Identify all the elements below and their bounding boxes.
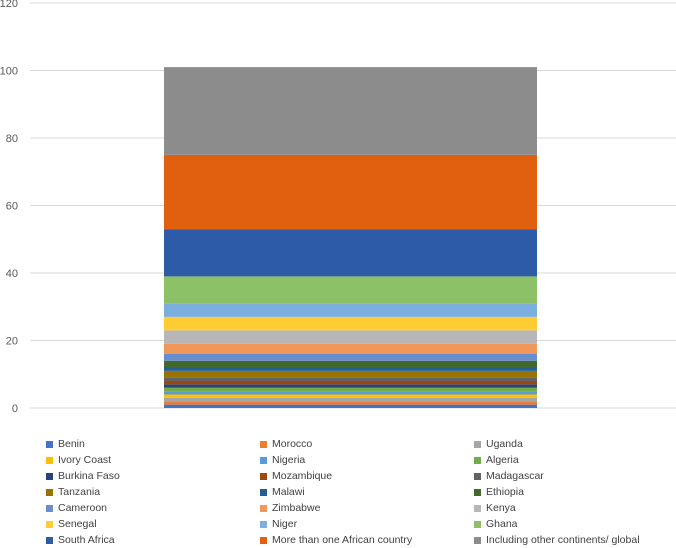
- y-tick-label: 120: [0, 0, 18, 10]
- legend-swatch: [46, 440, 53, 448]
- bar-segment-malawi: [164, 367, 537, 371]
- legend-item: South Africa: [46, 532, 260, 548]
- legend-label: Algeria: [486, 454, 519, 466]
- legend-item: Ivory Coast: [46, 452, 260, 468]
- bar-segment-uganda: [164, 397, 537, 402]
- legend-swatch: [260, 520, 267, 528]
- legend-item: Algeria: [474, 452, 674, 468]
- legend-item: Morocco: [260, 436, 474, 452]
- legend-label: Malawi: [272, 486, 305, 498]
- bar-segment-morocco: [164, 401, 537, 405]
- bar-segment-niger: [164, 303, 537, 317]
- legend-item: Uganda: [474, 436, 674, 452]
- y-tick-label: 40: [6, 268, 18, 280]
- legend-item: Niger: [260, 516, 474, 532]
- legend-item: More than one African country: [260, 532, 474, 548]
- legend-label: Benin: [58, 438, 85, 450]
- legend-label: Burkina Faso: [58, 470, 120, 482]
- stacked-bar: [164, 67, 537, 408]
- legend-swatch: [46, 520, 53, 528]
- legend-item: Benin: [46, 436, 260, 452]
- legend-label: Zimbabwe: [272, 502, 321, 514]
- legend-label: Mozambique: [272, 470, 333, 482]
- bar-segment-senegal: [164, 316, 537, 331]
- bar-segment-madagascar: [164, 377, 537, 381]
- y-tick-label: 0: [12, 403, 18, 415]
- bar-segment-ghana: [164, 276, 537, 304]
- legend-swatch: [474, 488, 481, 496]
- bar-segment-mozambique: [164, 381, 537, 385]
- legend-swatch: [474, 536, 481, 544]
- legend-label: Kenya: [486, 502, 516, 514]
- legend-item: Malawi: [260, 484, 474, 500]
- legend-item: Burkina Faso: [46, 468, 260, 484]
- y-tick-label: 20: [6, 336, 18, 348]
- bar-segment-algeria: [164, 387, 537, 392]
- legend-item: Nigeria: [260, 452, 474, 468]
- legend-label: Including other continents/ global: [486, 534, 640, 546]
- legend-swatch: [260, 504, 267, 512]
- bar-segment-kenya: [164, 330, 537, 344]
- bar-segment-ivory-coast: [164, 394, 537, 398]
- legend-swatch: [474, 440, 481, 448]
- bar-segment-zimbabwe: [164, 343, 537, 354]
- y-tick-label: 80: [6, 133, 18, 145]
- legend-label: Nigeria: [272, 454, 306, 466]
- legend-item: Senegal: [46, 516, 260, 532]
- legend-label: Uganda: [486, 438, 523, 450]
- legend-item: Ethiopia: [474, 484, 674, 500]
- legend-item: Ghana: [474, 516, 674, 532]
- legend-label: Ivory Coast: [58, 454, 112, 466]
- legend-label: More than one African country: [272, 534, 413, 546]
- bar-segment-burkina-faso: [164, 384, 537, 388]
- legend-label: Madagascar: [486, 470, 544, 482]
- legend-swatch: [46, 536, 53, 544]
- bar-segment-tanzania: [164, 370, 537, 378]
- legend-swatch: [260, 456, 267, 464]
- legend-swatch: [260, 488, 267, 496]
- legend-item: Cameroon: [46, 500, 260, 516]
- legend-label: Tanzania: [58, 486, 101, 498]
- bar-segment-ethiopia: [164, 360, 537, 368]
- bar-segment-nigeria: [164, 391, 537, 395]
- legend-swatch: [46, 472, 53, 480]
- legend-swatch: [260, 440, 267, 448]
- legend-label: Niger: [272, 518, 298, 530]
- legend-swatch: [474, 520, 481, 528]
- chart-plot-area: 0 20 40 60 80 100 120: [0, 0, 676, 415]
- legend-swatch: [260, 536, 267, 544]
- legend-swatch: [260, 472, 267, 480]
- legend-label: Ghana: [486, 518, 518, 530]
- legend-swatch: [474, 472, 481, 480]
- legend-swatch: [474, 504, 481, 512]
- legend-swatch: [46, 488, 53, 496]
- y-tick-label: 100: [0, 66, 18, 78]
- legend-label: Morocco: [272, 438, 313, 450]
- legend-item: Madagascar: [474, 468, 674, 484]
- legend-label: Cameroon: [58, 502, 108, 514]
- legend-item: Mozambique: [260, 468, 474, 484]
- y-tick-label: 60: [6, 201, 18, 213]
- bar-segment-benin: [164, 404, 537, 408]
- bar-segment-cameroon: [164, 354, 537, 361]
- legend-swatch: [46, 504, 53, 512]
- y-axis-tick-labels: 0 20 40 60 80 100 120: [0, 0, 18, 415]
- legend-item: Tanzania: [46, 484, 260, 500]
- bar-segment-more-than-one-african-country: [164, 154, 537, 230]
- legend-label: South Africa: [58, 534, 115, 546]
- legend-item: Kenya: [474, 500, 674, 516]
- legend: Benin Morocco Uganda Ivory Coast Nigeria Alge…: [46, 436, 676, 548]
- legend-swatch: [46, 456, 53, 464]
- bar-segment-south-africa: [164, 229, 537, 277]
- bar-segment-including-other-continents-global: [164, 67, 537, 155]
- legend-item: Including other continents/ global: [474, 532, 674, 548]
- legend-swatch: [474, 456, 481, 464]
- legend-label: Senegal: [58, 518, 97, 530]
- legend-item: Zimbabwe: [260, 500, 474, 516]
- legend-label: Ethiopia: [486, 486, 524, 498]
